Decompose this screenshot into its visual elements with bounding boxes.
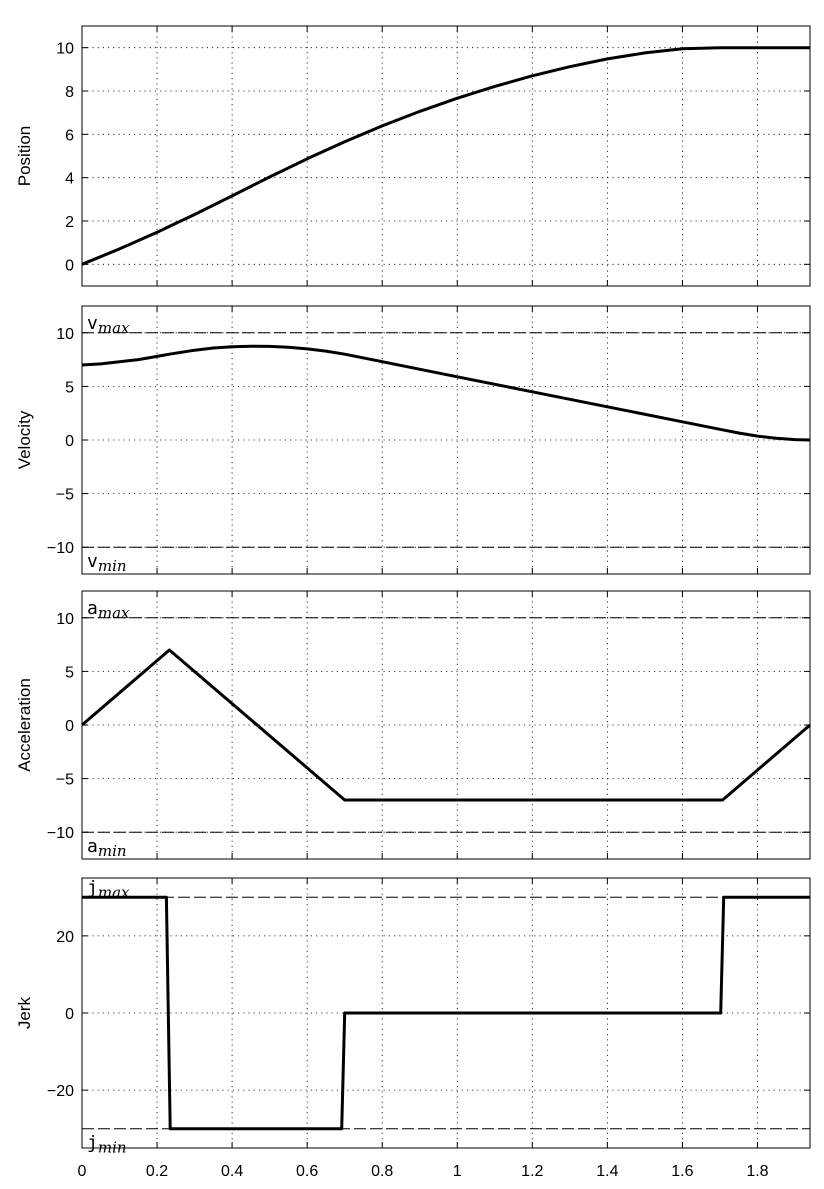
- y-tick-label: 0: [65, 257, 74, 274]
- axes-box: [81, 25, 811, 287]
- y-tick-label: 0: [65, 433, 74, 450]
- x-tick-label: 1.2: [521, 1163, 543, 1180]
- x-tick-label: 0.6: [296, 1163, 318, 1180]
- y-axis-label-acceleration: Acceleration: [15, 678, 34, 772]
- y-tick-label: 10: [56, 611, 74, 628]
- y-tick-label: 10: [56, 326, 74, 343]
- x-tick-label: 1: [453, 1163, 462, 1180]
- panel-velocity: vmax vmin −10 −5 0 5 10 Velocity: [15, 305, 811, 575]
- y-tick-label: 0: [65, 1006, 74, 1023]
- y-tick-label: 20: [56, 929, 74, 946]
- y-tick-label: −20: [47, 1083, 74, 1100]
- limit-label-max: amax: [87, 598, 130, 622]
- y-tick-label: 5: [65, 664, 74, 681]
- limit-label-max: vmax: [87, 313, 130, 337]
- x-tick-label: 0.2: [146, 1163, 168, 1180]
- y-tick-label: 10: [56, 41, 74, 58]
- x-tick-label: 1.4: [596, 1163, 618, 1180]
- x-tick-label: 0.8: [371, 1163, 393, 1180]
- y-tick-label: 4: [65, 171, 74, 188]
- y-tick-label: −10: [47, 825, 74, 842]
- y-tick-label: −5: [56, 487, 74, 504]
- x-tick-label: 1.6: [671, 1163, 693, 1180]
- y-tick-label: −5: [56, 772, 74, 789]
- y-tick-label: −10: [47, 540, 74, 557]
- series-line-position: [81, 46, 810, 266]
- x-tick-label: 0.4: [221, 1163, 243, 1180]
- series-line-jerk: [82, 895, 810, 1131]
- y-axis-label-position: Position: [15, 126, 34, 186]
- limit-label-min: amin: [87, 836, 127, 860]
- limit-label-min: vmin: [87, 551, 127, 575]
- y-tick-label: 5: [65, 379, 74, 396]
- series-line-acceleration: [81, 648, 811, 802]
- x-tick-label: 1.8: [746, 1163, 768, 1180]
- y-tick-label: 0: [65, 718, 74, 735]
- panel-acceleration: amax amin −10 −5 0 5 10 Acceleration: [15, 590, 811, 860]
- y-tick-label: 6: [65, 127, 74, 144]
- y-tick-label: 8: [65, 84, 74, 101]
- limit-label-min: jmin: [87, 1133, 127, 1157]
- y-axis-label-velocity: Velocity: [15, 410, 34, 469]
- y-tick-label: 2: [65, 214, 74, 231]
- series-line-velocity: [81, 344, 811, 442]
- panel-position: 0 2 4 6 8 10 Position: [15, 25, 811, 287]
- x-tick-label: 0: [78, 1163, 87, 1180]
- y-axis-label-jerk: Jerk: [15, 996, 34, 1029]
